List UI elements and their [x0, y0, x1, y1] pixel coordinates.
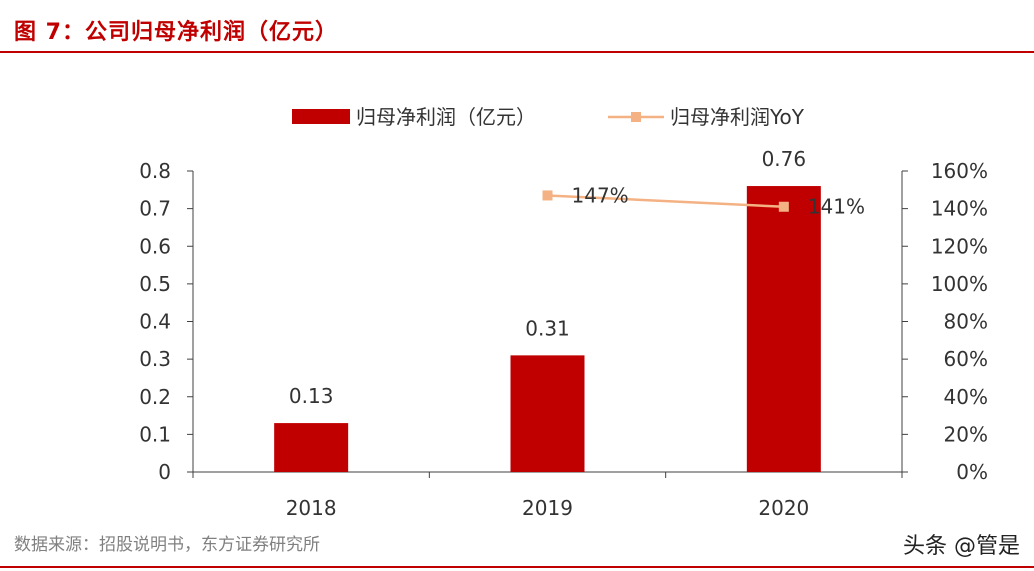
y-left-tick-label: 0.4: [139, 310, 171, 334]
y-left-tick-label: 0.5: [139, 272, 171, 296]
y-left-tick-label: 0.2: [139, 385, 171, 409]
y-right-tick-label: 120%: [931, 234, 988, 258]
x-tick-label: 2018: [286, 496, 337, 520]
yoy-value-label: 147%: [572, 183, 629, 207]
y-left-tick-label: 0: [158, 460, 171, 484]
y-right-tick-label: 160%: [931, 159, 988, 183]
source-note: 数据来源：招股说明书，东方证券研究所: [14, 535, 320, 555]
axes: 0 0.1 0.2 0.3 0.4 0.5 0.6 0.7 0.8 0% 20% 40% 60% 80% 1…: [139, 159, 988, 520]
bar: [274, 423, 349, 472]
bar-series: [274, 186, 821, 473]
data-labels: 0.13 0.31 0.76 147% 141%: [289, 147, 865, 408]
y-left-tick-label: 0.6: [139, 234, 171, 258]
x-tick-label: 2020: [758, 496, 809, 520]
bar: [510, 355, 585, 472]
legend-line-marker: [631, 112, 641, 122]
y-left-tick-label: 0.3: [139, 347, 171, 371]
x-tick-label: 2019: [522, 496, 573, 520]
bar-value-label: 0.76: [762, 147, 807, 171]
y-right-tick-label: 40%: [944, 385, 988, 409]
yoy-point: [542, 190, 553, 201]
watermark-text: 头条 @管是: [903, 534, 1020, 559]
y-left-tick-label: 0.7: [139, 197, 171, 221]
y-right-tick-label: 80%: [944, 310, 988, 334]
y-right-tick-label: 20%: [944, 422, 988, 446]
title-divider: [0, 51, 1034, 53]
bottom-divider: [0, 566, 1034, 568]
figure-title: 图 7：公司归母净利润（亿元）: [14, 20, 338, 45]
bar: [746, 186, 821, 473]
legend-bar-swatch: [292, 109, 350, 124]
y-right-tick-label: 0%: [956, 460, 988, 484]
line-series: [542, 190, 789, 212]
y-left-tick-label: 0.8: [139, 159, 171, 183]
yoy-line: [547, 194, 784, 208]
legend-bar-label: 归母净利润（亿元）: [356, 105, 536, 129]
y-right-tick-label: 100%: [931, 272, 988, 296]
y-right-tick-label: 60%: [944, 347, 988, 371]
y-right-tick-label: 140%: [931, 197, 988, 221]
bar-value-label: 0.13: [289, 384, 334, 408]
legend-line-label: 归母净利润YoY: [670, 105, 805, 129]
bar-value-label: 0.31: [525, 316, 570, 340]
y-left-tick-label: 0.1: [139, 422, 171, 446]
yoy-value-label: 141%: [808, 195, 865, 219]
yoy-point: [778, 201, 789, 212]
legend: 归母净利润（亿元） 归母净利润YoY: [292, 105, 805, 129]
